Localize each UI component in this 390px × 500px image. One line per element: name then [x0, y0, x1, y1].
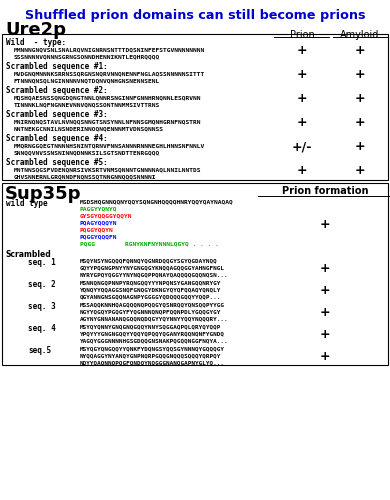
Text: +: +: [297, 92, 307, 106]
Text: MSSAQQKNNHQAGQQQNQPQQGYQSNRQQYQNSQQPYYGG: MSSAQQKNNHQAGQQQNQPQQGYQSNRQQYQNSQQPYYGG: [80, 302, 225, 307]
Text: +: +: [297, 68, 307, 82]
Text: +: +: [355, 92, 365, 106]
Text: MSYQYQNNYGNQGNQGQQYNNYSQGGAQPQLQRYQYQQP: MSYQYQNNYGNQGNQGQQYNNYSQGGAQPQLQRYQYQQP: [80, 324, 222, 329]
Text: FTNNNQNSQLNGINNNNVNQTDQNVQNHGNSNENNSENL: FTNNNQNSQLNGINNNNVNQTDQNVQNHGNSNENNSENL: [14, 78, 160, 83]
Text: Scrambled sequence #4:: Scrambled sequence #4:: [6, 134, 108, 143]
Text: +: +: [297, 116, 307, 130]
Text: MNTNNSQGSFVDENQNRSIVKSRTVNMSQNNNTGNNNNAQLNNILNNTDS: MNTNNSQGSFVDENQNRSIVKSRTVNMSQNNNTGNNNNAQ…: [14, 167, 202, 172]
Text: NYRYGPQYQGGYYNYNQGQPPQNAYQAQQQQGQQNQSN...: NYRYGPQYQGGYYNYNQGQPPQNAYQAQQQQGQQNQSN..…: [80, 272, 229, 277]
Text: +: +: [320, 306, 330, 320]
Text: seq. 3: seq. 3: [28, 302, 56, 311]
Text: MMNNNGNQVSNLSNALRQVNIGNRNSNTTTDQSNINFEFSTGVNNNNNNNN: MMNNNGNQVSNLSNALRQVNIGNRNSNTTTDQSNINFEFS…: [14, 47, 205, 52]
Text: +: +: [355, 44, 365, 58]
Text: SNNQQVNVSSNSNINNQDNNKSILSGTSNDTTENRGQQQ: SNNQQVNVSSNSNINNQDNNKSILSGTSNDTTENRGQQQ: [14, 150, 160, 155]
Text: +: +: [355, 164, 365, 177]
Text: seq. 2: seq. 2: [28, 280, 56, 289]
Text: MVDGNQMNNNKSRRNSSQRGNSNQRVNNQNENNFNGLAQSSNNNNNSITTT: MVDGNQMNNNKSRRNSSQRGNSNQRVNNQNENNFNGLAQS…: [14, 71, 205, 76]
Text: Scrambled sequence #3:: Scrambled sequence #3:: [6, 110, 108, 119]
Text: +: +: [355, 116, 365, 130]
Text: +: +: [320, 262, 330, 276]
Text: TINNNKLNQFNGNNEVNNVQNQSSONTNNMMSIVTTRNS: TINNNKLNQFNGNNEVNNVQNQSSONTNNMMSIVTTRNS: [14, 102, 160, 107]
Text: +: +: [320, 218, 330, 230]
Text: +: +: [320, 328, 330, 342]
Text: MSYQGYQNGQQYYQNKFYDQNGSYQQSGYNNNQYGQQQGY: MSYQGYQNGQQYYQNKFYDQNGSYQQSGYNNNQYGQQQGY: [80, 346, 225, 351]
Text: MMQRNGGQEGTNNNNHSNINTQRNVFNNSANNNRNNNEGHLHNNSNFNNLV: MMQRNGGQEGTNNNNHSNINTQRNVFNNSANNNRNNNEGH…: [14, 143, 205, 148]
Text: +: +: [320, 350, 330, 364]
Text: MNIRNQNQSTAVLNVNQQSNNGTSNSYNNLNFNNSGMQNHGRNFNQSTRN: MNIRNQNQSTAVLNVNQQSNNGTSNSYNNLNFNNSGMQNH…: [14, 119, 202, 124]
Text: wild type: wild type: [6, 199, 48, 208]
Text: AGYNYGNNANANQGQQNQDQGYYQYNNYYQQYNQQQRY...: AGYNYGNNANANQGQQNQDQGYYQYNNYYQQYNQQQRY..…: [80, 316, 229, 321]
Text: Ure2p: Ure2p: [5, 21, 66, 39]
Text: GYSGYQQGGYQQYN: GYSGYQQGGYQQYN: [80, 213, 133, 218]
Text: QGYANNGNSGQQNAGNPYGGGGYQDQQQGQQYYQQP...: QGYANNGNSGQQNAGNPYGGGGYQDQQQGQQYYQQP...: [80, 294, 222, 299]
Text: MSDSHQGNNQQNYQQYSQNGNHQQQQHNRYQQYQAYNAQAQ: MSDSHQGNNQQNYQQYSQNGNHQQQQHNRYQQYQAYNAQA…: [80, 199, 234, 204]
Text: +: +: [355, 68, 365, 82]
Text: GHVSNNERNLGRQNNDFNQNSSQTNNGNNQQQSNNNNI: GHVSNNERNLGRQNNDFNQNSSQTNNGNNQQQSNNNNI: [14, 174, 156, 179]
Text: MSQYNSYNGQQQFQNNQYQGNRDQQGYSGYQGDAYNQQ: MSQYNSYNGQQQFQNNQYQGNRDQQGYSGYQGDAYNQQ: [80, 258, 218, 263]
Text: PQGGYQQYN: PQGGYQQYN: [80, 227, 114, 232]
Bar: [2, 183, 388, 365]
Text: Amyloid: Amyloid: [340, 30, 380, 40]
Text: seq. 4: seq. 4: [28, 324, 56, 333]
Text: Wild  - type:: Wild - type:: [6, 38, 66, 47]
Text: seq. 1: seq. 1: [28, 258, 56, 267]
Text: Scrambled sequence #1:: Scrambled sequence #1:: [6, 62, 108, 71]
Text: seq.5: seq.5: [28, 346, 51, 355]
Text: Sup35p: Sup35p: [5, 185, 82, 203]
Text: SSSNNNNVQNNNSGRNGSONNDHENNIKNTLEQHRQQQQ: SSSNNNNVQNNNSGRNGSONNDHENNIKNTLEQHRQQQQ: [14, 54, 160, 59]
Text: Scrambled sequence #2:: Scrambled sequence #2:: [6, 86, 108, 95]
Text: NNTNEKGCNNILNSNDERINNOQNQENNNMTVDNSQNNSS: NNTNEKGCNNILNSNDERINNOQNQENNNMTVDNSQNNSS: [14, 126, 164, 131]
Text: YQNQYYQQAGGSNQFGNQGYDKNGYQYQFQQAQYQNQLY: YQNQYYQQAGGSNQFGNQGYDKNGYQYQFQQAQYQNQLY: [80, 287, 222, 292]
Text: MSNNQNGQPNNPYRQNGQQYYYNPQNSYGANGQQNRYGY: MSNNQNGQPNNPYRQNGQQYYYNPQNSYGANGQQNRYGY: [80, 280, 222, 285]
Text: +/-: +/-: [292, 140, 312, 153]
Text: NQYYQAQNNQPQGFQNDQYNQGGGNANQGAPNYGLYQ...: NQYYQAQNNQPQGFQNDQYNQGGGNANQGAPNYGLYQ...: [80, 360, 225, 365]
Text: PQGG        RGNYKNFNYNNNLQGYQ . . . .: PQGG RGNYKNFNYNNNLQGYQ . . . .: [80, 241, 219, 246]
Text: PQGGYQQQFN: PQGGYQQQFN: [80, 234, 117, 239]
Text: +: +: [355, 140, 365, 153]
Text: Prion formation: Prion formation: [282, 186, 368, 196]
Text: +: +: [297, 44, 307, 58]
Text: NGYYQGQYPGQGYFYQGNNNQNQPFQQNPDLYGQQGYGY: NGYYQGQYPGQGYFYQGNNNQNQPFQQNPDLYGQQGYGY: [80, 309, 222, 314]
Text: Scrambled: Scrambled: [6, 250, 52, 259]
Text: YPQYYYGNGNGQQYYQQYQPQQYQGANYRQQNQNFYGNDQ: YPQYYYGNGNGQQYYQQYQPQQYQGANYRQQNQNFYGNDQ: [80, 331, 225, 336]
Text: GQYYPQGNGPNYYNYGNGQGYKNQQAGQQGGYAHNGFNGL: GQYYPQGNGPNYYNYGNGQGYKNQQAGQQGGYAHNGFNGL: [80, 265, 225, 270]
Text: PQAGYQQQYN: PQAGYQQQYN: [80, 220, 117, 225]
Text: +: +: [320, 284, 330, 298]
Text: Prion: Prion: [290, 30, 314, 40]
Bar: [2, 34, 388, 180]
Text: Shuffled prion domains can still become prions: Shuffled prion domains can still become …: [25, 9, 365, 22]
Text: PAGGYYQNYQ: PAGGYYQNYQ: [80, 206, 117, 211]
Text: Scrambled sequence #5:: Scrambled sequence #5:: [6, 158, 108, 167]
Text: NYQQAGGYNYANQYGNPNQRPGQQGNQQQSQQQYQRPQY: NYQQAGGYNYANQYGNPNQRPGQQGNQQQSQQQYQRPQY: [80, 353, 222, 358]
Text: MQSHQAESNSSQNGDQNGTNNLQNNRSNGINNFGNNHRNQNNLESQRVNN: MQSHQAESNSSQNGDQNGTNNLQNNRSNGINNFGNNHRNQ…: [14, 95, 202, 100]
Text: +: +: [297, 164, 307, 177]
Text: YAGQYGGGNNNNHGSGDQQGNSNAKPQGQQNGGFNQYA...: YAGQYGGGNNNNHGSGDQQGNSNAKPQGQQNGGFNQYA..…: [80, 338, 229, 343]
